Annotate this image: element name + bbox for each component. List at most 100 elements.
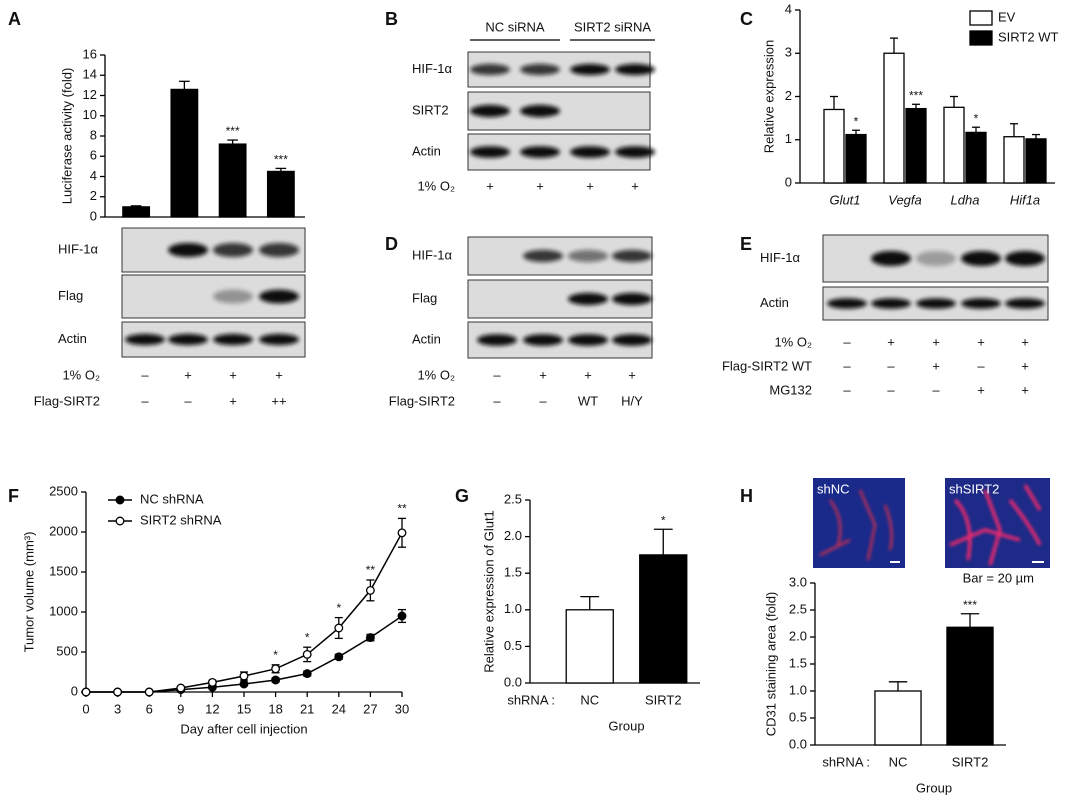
blot-band (961, 298, 1001, 309)
x-tick-label: SIRT2 (645, 692, 682, 707)
y-tick-label: 1000 (49, 603, 78, 618)
blot-band (1005, 298, 1045, 309)
marker (302, 669, 312, 679)
blot-band (570, 146, 610, 158)
panel-label: H (740, 486, 753, 506)
y-tick-label: 4 (90, 168, 97, 183)
x-axis-label: Group (608, 718, 644, 733)
panel-label: G (455, 486, 469, 506)
condition-value: – (843, 334, 851, 349)
y-tick-label: 0.5 (504, 638, 522, 653)
x-tick-label: 3 (114, 701, 121, 716)
y-tick-label: 2.0 (504, 528, 522, 543)
x-axis-label: Day after cell injection (180, 721, 307, 736)
x-tick-label: 0 (82, 701, 89, 716)
y-tick-label: 14 (83, 67, 97, 82)
bar (823, 108, 845, 184)
y-axis-label: Relative expression (761, 40, 776, 153)
blot-band (871, 250, 911, 267)
blot-row-label: Actin (412, 331, 441, 346)
condition-value: – (539, 393, 547, 408)
condition-value: ++ (271, 393, 286, 408)
x-tick-label: 15 (237, 701, 251, 716)
marker (207, 677, 217, 687)
condition-value: – (887, 382, 895, 397)
blot-band (612, 334, 652, 346)
panel-label: C (740, 9, 753, 29)
x-tick-label: 6 (146, 701, 153, 716)
scale-bar-label: Bar = 20 µm (963, 570, 1034, 585)
image-label: shSIRT2 (949, 481, 999, 496)
condition-value: + (1021, 382, 1029, 397)
blot-row-label: Flag (412, 290, 437, 305)
y-tick-label: 3 (785, 45, 792, 60)
significance: * (974, 111, 979, 125)
blot-row-label: Actin (412, 143, 441, 158)
blot-band (827, 298, 867, 309)
bar (565, 609, 614, 684)
legend-label: EV (998, 9, 1016, 24)
blot-row-label: HIF-1α (58, 241, 99, 256)
x-tick-label: 18 (268, 701, 282, 716)
marker (334, 652, 344, 662)
condition-value: + (229, 393, 237, 408)
y-tick-label: 2500 (49, 483, 78, 498)
image-label: shNC (817, 481, 850, 496)
y-tick-label: 1 (785, 131, 792, 146)
blot-row-label: HIF-1α (412, 61, 453, 76)
legend-swatch (969, 10, 993, 26)
blot-band (470, 146, 510, 158)
blot-band (612, 292, 652, 306)
condition-label: 1% O₂ (774, 334, 812, 349)
marker (81, 687, 91, 697)
y-tick-label: 0 (785, 174, 792, 189)
x-tick-label: Vegfa (888, 192, 922, 207)
y-axis-label: CD31 staining area (fold) (763, 592, 778, 737)
category-prefix: shRNA : (822, 754, 870, 769)
y-tick-label: 0 (90, 208, 97, 223)
marker (365, 633, 375, 643)
y-tick-label: 4 (785, 1, 792, 16)
bar (883, 52, 905, 184)
blot-band (568, 292, 608, 306)
group-label: NC siRNA (485, 19, 545, 34)
x-tick-label: NC (889, 754, 908, 769)
blot-band (470, 63, 510, 76)
condition-value: + (977, 334, 985, 349)
significance: ** (366, 563, 376, 577)
significance: * (854, 114, 859, 128)
y-tick-label: 3.0 (789, 574, 807, 589)
significance: *** (274, 153, 288, 167)
y-tick-label: 2000 (49, 523, 78, 538)
condition-value: H/Y (621, 393, 643, 408)
marker (113, 687, 123, 697)
y-tick-label: 6 (90, 148, 97, 163)
blot-row-label: HIF-1α (412, 247, 453, 262)
x-axis-label: Group (916, 780, 952, 795)
marker (302, 649, 312, 659)
legend-label: SIRT2 shRNA (140, 512, 222, 527)
marker (365, 585, 375, 595)
condition-value: WT (578, 393, 598, 408)
bar (946, 626, 994, 746)
x-tick-label: NC (580, 692, 599, 707)
condition-value: – (887, 358, 895, 373)
bar (874, 690, 922, 746)
y-tick-label: 2.5 (789, 601, 807, 616)
y-axis-label: Luciferase activity (fold) (59, 68, 74, 205)
blot-row-label: Flag (58, 288, 83, 303)
blot-band (916, 250, 956, 267)
blot-row-label: Actin (58, 331, 87, 346)
y-tick-label: 0.5 (789, 709, 807, 724)
y-tick-label: 500 (56, 643, 78, 658)
micrograph (945, 478, 1050, 568)
blot-band (570, 63, 610, 76)
panel-label: D (385, 234, 398, 254)
bar (965, 131, 987, 184)
marker (176, 683, 186, 693)
bar (1025, 138, 1047, 184)
bar (943, 106, 965, 184)
y-tick-label: 0.0 (504, 674, 522, 689)
panel-label: A (8, 9, 21, 29)
